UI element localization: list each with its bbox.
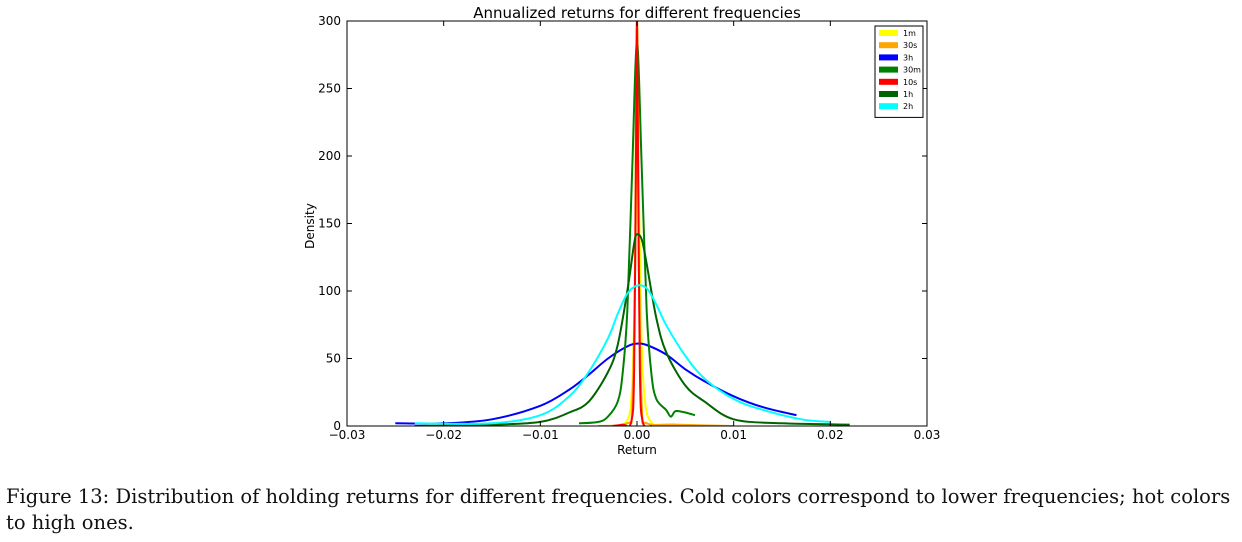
legend-swatch-30s bbox=[879, 42, 898, 49]
x-tick-label: 0.02 bbox=[817, 428, 844, 442]
x-tick-label: −0.02 bbox=[425, 428, 462, 442]
y-tick-label: 50 bbox=[326, 352, 341, 366]
series-line-2h bbox=[414, 284, 831, 425]
legend-label: 30m bbox=[903, 66, 921, 75]
x-tick-label: −0.03 bbox=[329, 428, 366, 442]
series-line-30s bbox=[598, 21, 734, 426]
x-tick-label: 0.01 bbox=[720, 428, 747, 442]
x-axis-label: Return bbox=[617, 443, 657, 457]
x-tick-label: 0.03 bbox=[914, 428, 941, 442]
legend-swatch-3h bbox=[879, 54, 898, 61]
legend-label: 3h bbox=[903, 53, 913, 62]
legend-label: 10s bbox=[903, 78, 917, 87]
y-tick-label: 250 bbox=[318, 82, 341, 96]
legend-swatch-1h bbox=[879, 91, 898, 97]
y-tick-label: 300 bbox=[318, 14, 341, 28]
legend-label: 2h bbox=[903, 102, 913, 111]
density-chart: Annualized returns for different frequen… bbox=[303, 4, 941, 457]
legend: 1m 30s 3h 30m 10s 1h 2h bbox=[874, 25, 924, 118]
series-line-1h bbox=[414, 233, 850, 426]
chart-title: Annualized returns for different frequen… bbox=[473, 4, 801, 22]
legend-label: 1h bbox=[903, 90, 913, 99]
y-tick-label: 0 bbox=[333, 419, 341, 433]
legend-label: 30s bbox=[903, 41, 917, 50]
legend-label: 1m bbox=[903, 29, 916, 38]
series-line-3h bbox=[395, 342, 797, 425]
y-axis-label: Density bbox=[303, 203, 317, 249]
legend-swatch-10s bbox=[879, 78, 898, 85]
legend-swatch-1m bbox=[879, 30, 898, 36]
legend-swatch-30m bbox=[879, 66, 898, 73]
legend-swatch-2h bbox=[879, 103, 898, 110]
series-line-30m bbox=[578, 42, 696, 425]
x-tick-label: −0.01 bbox=[522, 428, 559, 442]
figure-caption: Figure 13: Distribution of holding retur… bbox=[6, 485, 1231, 534]
y-tick-label: 150 bbox=[318, 217, 341, 231]
series-line-10s bbox=[612, 21, 652, 426]
x-tick-label: 0.00 bbox=[624, 428, 651, 442]
y-tick-label: 100 bbox=[318, 284, 341, 298]
y-tick-label: 200 bbox=[318, 149, 341, 163]
